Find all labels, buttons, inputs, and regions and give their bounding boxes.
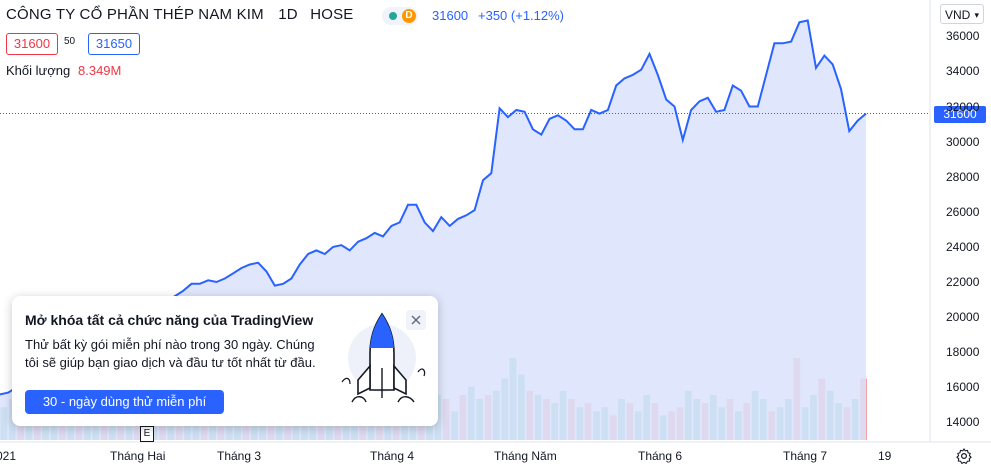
- company-name: CÔNG TY CỔ PHẦN THÉP NAM KIM: [6, 6, 264, 23]
- y-axis-tick: 26000: [946, 204, 980, 219]
- sell-button[interactable]: 31600: [6, 33, 58, 55]
- currency-label: VND: [945, 8, 971, 22]
- delayed-data-icon: D: [402, 9, 416, 23]
- x-axis-tick: 19: [878, 449, 892, 463]
- spread: 50: [64, 36, 76, 47]
- currency-select[interactable]: VND ▾: [940, 4, 984, 24]
- price-change: +350 (+1.12%): [478, 8, 565, 23]
- promo-title: Mở khóa tất cả chức năng của TradingView: [25, 312, 314, 328]
- buy-button[interactable]: 31650: [88, 33, 140, 55]
- gear-icon[interactable]: [955, 447, 973, 465]
- y-axis-tick: 32000: [946, 99, 980, 114]
- y-axis-tick: 14000: [946, 415, 980, 430]
- y-axis-tick: 22000: [946, 275, 980, 290]
- y-axis-tick: 28000: [946, 169, 980, 184]
- volume-value: 8.349M: [78, 63, 122, 78]
- x-axis-tick: Tháng 4: [370, 449, 415, 463]
- exchange: HOSE: [310, 6, 354, 23]
- x-axis-tick: Tháng Năm: [494, 449, 557, 463]
- y-axis-tick: 36000: [946, 29, 980, 44]
- close-icon: [411, 315, 421, 325]
- earnings-marker[interactable]: E: [140, 426, 154, 442]
- last-price: 31600: [432, 8, 469, 23]
- free-trial-button[interactable]: 30 - ngày dùng thử miễn phí: [25, 390, 224, 414]
- volume-label[interactable]: Khối lượng: [6, 63, 71, 78]
- y-axis-tick: 24000: [946, 239, 980, 254]
- x-axis-tick: Tháng Hai: [110, 449, 166, 463]
- y-axis-tick: 34000: [946, 64, 980, 79]
- y-axis-tick: 20000: [946, 310, 980, 325]
- symbol-title[interactable]: CÔNG TY CỔ PHẦN THÉP NAM KIM 1D HOSE: [6, 6, 354, 23]
- promo-popup: Mở khóa tất cả chức năng của TradingView…: [12, 296, 438, 426]
- market-open-icon: [389, 12, 397, 20]
- promo-body: Thử bất kỳ gói miễn phí nào trong 30 ngà…: [25, 337, 316, 370]
- chevron-down-icon: ▾: [974, 10, 979, 20]
- rocket-icon: [341, 312, 426, 403]
- y-axis-tick: 18000: [946, 345, 980, 360]
- market-status[interactable]: D: [382, 7, 418, 25]
- interval[interactable]: 1D: [278, 6, 298, 23]
- y-axis-tick: 16000: [946, 380, 980, 395]
- x-axis-tick: 021: [0, 449, 17, 463]
- close-button[interactable]: [406, 310, 426, 330]
- last-price-tag: 31600: [934, 105, 986, 123]
- x-axis-tick: Tháng 7: [783, 449, 828, 463]
- x-axis-tick: Tháng 6: [638, 449, 683, 463]
- x-axis-tick: Tháng 3: [217, 449, 262, 463]
- y-axis-tick: 30000: [946, 134, 980, 149]
